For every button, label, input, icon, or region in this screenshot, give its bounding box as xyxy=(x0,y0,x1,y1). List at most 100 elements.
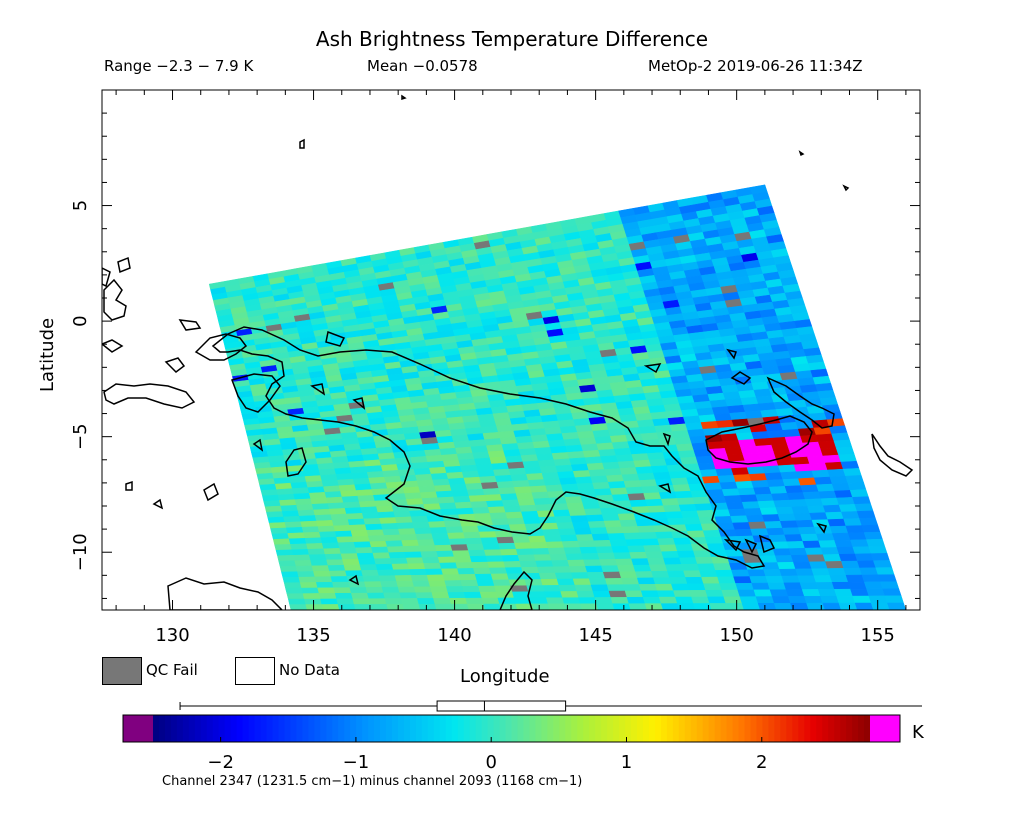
axis-tick-labels: 130 135 140 145 150 155 5 0 −5 −10 xyxy=(70,200,895,646)
swath-cell xyxy=(503,505,522,513)
colorbar: K xyxy=(122,714,925,743)
swath-cell xyxy=(648,458,668,467)
swath-cell xyxy=(560,483,580,492)
swath-cell xyxy=(311,503,330,511)
swath-cell xyxy=(809,512,829,521)
swath-cell xyxy=(421,497,440,505)
colorbar-segment xyxy=(158,715,166,742)
swath-cell xyxy=(586,571,606,579)
swath-cell xyxy=(829,525,849,534)
swath-cell xyxy=(383,475,402,484)
swath-cell xyxy=(646,452,666,461)
swath-cell xyxy=(798,477,817,486)
swath-cell xyxy=(463,531,482,539)
swath-cell xyxy=(394,516,414,524)
swath-cell xyxy=(695,556,714,565)
swath-cell xyxy=(866,588,886,597)
swath-cell xyxy=(875,567,895,576)
swath-cell xyxy=(423,503,442,511)
swath-cell xyxy=(330,576,349,583)
value-distribution-boxplot xyxy=(179,700,922,712)
colorbar-segment xyxy=(409,715,417,742)
swath-cell xyxy=(448,538,468,546)
swath-cell xyxy=(689,590,708,598)
swath-cell xyxy=(831,432,850,442)
swath-cell xyxy=(771,492,790,502)
swath-cell xyxy=(515,603,534,610)
swath-cell xyxy=(697,563,716,571)
swath-cell xyxy=(556,578,576,586)
swath-cell xyxy=(371,546,390,554)
swath-data-layer xyxy=(208,184,907,610)
swath-cell xyxy=(755,493,775,502)
colorbar-segment xyxy=(750,715,757,742)
swath-cell xyxy=(870,553,890,561)
swath-cell xyxy=(852,546,872,555)
swath-cell xyxy=(410,515,429,523)
swath-cell xyxy=(412,521,431,529)
swath-cell xyxy=(572,521,591,529)
swath-cell xyxy=(439,562,458,570)
swath-cell xyxy=(789,499,808,508)
swath-cell xyxy=(271,533,290,540)
swath-cell xyxy=(623,532,642,540)
swath-cell xyxy=(588,469,607,477)
swath-cell xyxy=(820,547,840,555)
swath-cell xyxy=(802,491,822,500)
swath-cell xyxy=(436,550,455,558)
swath-cell xyxy=(556,522,575,530)
swath-cell xyxy=(761,514,781,523)
swath-cell xyxy=(641,538,660,546)
swath-cell xyxy=(597,552,616,560)
swath-cell xyxy=(753,486,772,495)
swath-cell xyxy=(667,570,686,578)
swath-cell xyxy=(528,535,547,543)
swath-cell xyxy=(675,596,694,604)
colorbar-segment xyxy=(523,715,530,742)
swath-cell xyxy=(572,578,592,586)
swath-cell xyxy=(779,568,799,577)
swath-cell xyxy=(452,495,472,504)
swath-cell xyxy=(709,603,729,610)
x-tick-label: 150 xyxy=(719,625,753,646)
swath-cell xyxy=(786,492,806,501)
swath-cell xyxy=(639,532,658,540)
coastline-new-ireland xyxy=(766,376,835,429)
swath-cell xyxy=(552,509,571,518)
swath-cell xyxy=(598,448,617,457)
swath-cell xyxy=(538,572,558,580)
swath-cell xyxy=(302,593,321,600)
swath-cell xyxy=(570,463,590,472)
colorbar-tick-label: 0 xyxy=(485,752,496,773)
swath-cell xyxy=(415,473,434,482)
swath-cell xyxy=(455,562,474,569)
swath-cell xyxy=(419,491,439,499)
swath-cell xyxy=(684,523,704,532)
swath-cell xyxy=(426,574,446,582)
swath-cell xyxy=(481,597,500,605)
swath-cell xyxy=(350,592,370,600)
swath-cell xyxy=(836,497,856,506)
swath-cell xyxy=(781,575,801,584)
swath-cell xyxy=(718,529,738,538)
swath-cell xyxy=(790,554,810,563)
colorbar-segment xyxy=(475,715,483,742)
swath-cell xyxy=(412,580,431,588)
swath-cell xyxy=(307,548,326,556)
colorbar-segment xyxy=(230,715,238,742)
swath-cell xyxy=(383,592,402,599)
swath-cell xyxy=(756,548,776,557)
swath-cell xyxy=(447,592,467,599)
swath-cell xyxy=(715,468,734,477)
swath-cell xyxy=(815,582,835,590)
swath-cell xyxy=(757,603,777,610)
swath-cell xyxy=(779,520,799,529)
swath-cell xyxy=(443,520,463,528)
swath-cell xyxy=(786,541,806,549)
colorbar-segment xyxy=(170,715,178,742)
swath-cell xyxy=(652,471,672,480)
swath-cell xyxy=(765,575,785,584)
colorbar-segment xyxy=(248,715,256,742)
swath-cell xyxy=(596,442,615,451)
swath-cell xyxy=(303,531,322,539)
